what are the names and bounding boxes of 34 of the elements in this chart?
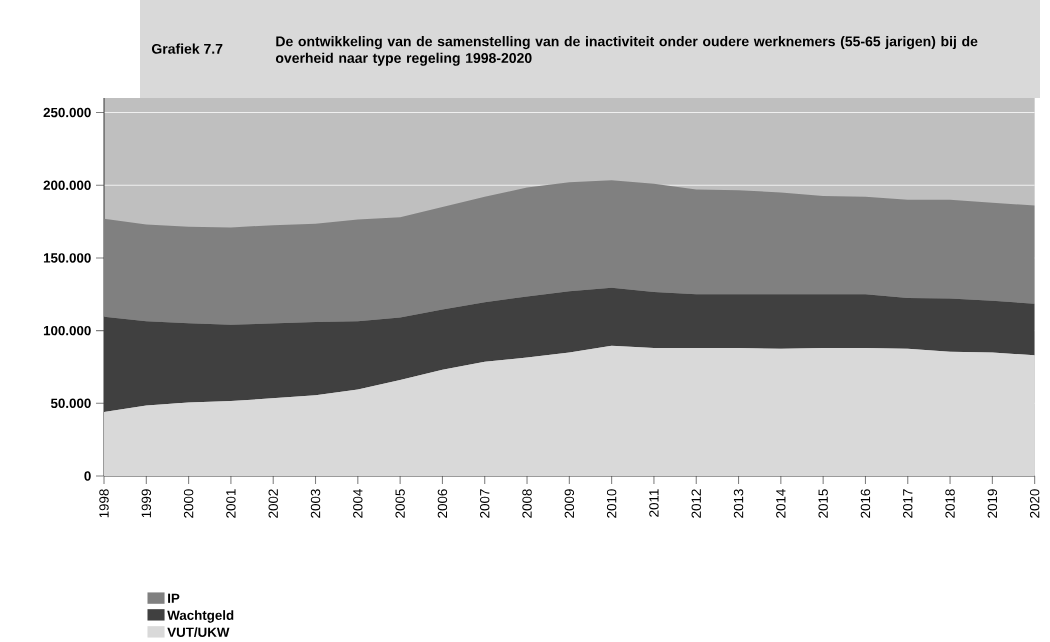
x-tick-label: 2004	[353, 489, 363, 518]
x-tick-label: 2007	[480, 489, 490, 518]
y-tick-label: 250.000	[43, 107, 91, 118]
y-tick-label: 100.000	[43, 325, 91, 336]
x-tick-label: 2018	[945, 489, 955, 518]
x-tick-label: 1999	[141, 489, 152, 518]
y-tick-label: 150.000	[43, 253, 91, 263]
x-tick-label: 2017	[903, 489, 913, 518]
y-tick-label: 0	[84, 471, 91, 481]
x-tick-label: 2010	[606, 489, 617, 518]
x-tick-label: 2003	[310, 489, 321, 518]
x-tick-label: 2020	[1029, 489, 1040, 518]
y-tick-label: 50.000	[50, 398, 91, 409]
x-tick-label: 2006	[437, 489, 448, 518]
text: Grafiek 7.7	[151, 43, 223, 54]
x-tick-label: 2002	[268, 489, 278, 518]
x-tick-label: 2009	[564, 489, 575, 518]
legend-label: IP	[168, 593, 180, 603]
legend-label: Wachtgeld	[167, 610, 234, 623]
x-tick-label: 2015	[818, 489, 828, 518]
legend-label: VUT/UKW	[167, 627, 230, 638]
x-tick-label: 2011	[649, 489, 659, 517]
x-tick-label: 2014	[776, 489, 786, 518]
y-tick-label: 200.000	[43, 180, 91, 190]
x-tick-label: 2005	[395, 489, 405, 518]
x-tick-label: 2008	[522, 489, 532, 518]
x-tick-label: 2019	[987, 489, 998, 518]
x-tick-label: 2001	[226, 489, 236, 518]
x-tick-label: 1998	[99, 489, 109, 518]
x-tick-label: 2012	[691, 489, 701, 518]
chart-title: De ontwikkeling van de samenstelling van de inactiviteit onder oudere werknemers (55-65 jarigen) bij de overheid naar type regeling 1998-2020	[275, 36, 978, 66]
x-tick-label: 2013	[733, 489, 744, 518]
x-tick-label: 2016	[860, 489, 871, 518]
x-tick-label: 2000	[183, 489, 194, 518]
